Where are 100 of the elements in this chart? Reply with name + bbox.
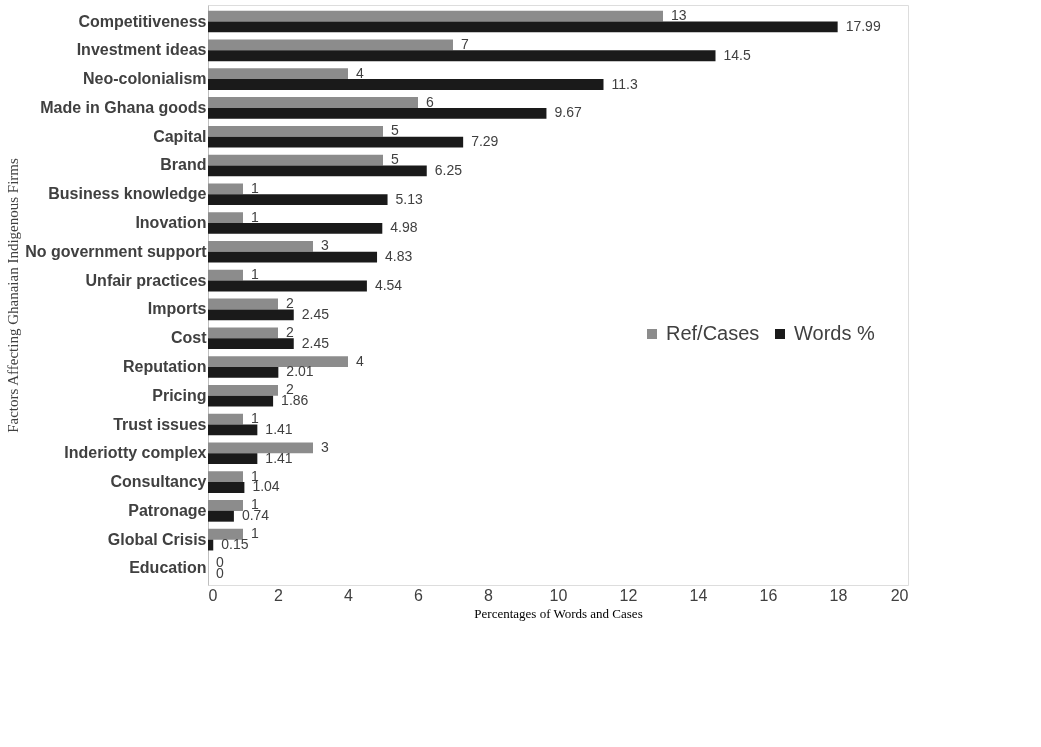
data-label: 14.5 [723, 46, 751, 63]
y-tick-label: Consultancy [110, 473, 207, 491]
bar [208, 97, 418, 108]
bar [208, 298, 278, 310]
y-tick-label: Capital [153, 127, 207, 145]
x-tick-label: 12 [619, 586, 638, 604]
data-label: 1 [251, 266, 259, 283]
y-tick-label: Trust issues [113, 415, 207, 433]
x-axis-title: Percentages of Words and Cases [474, 605, 643, 621]
data-label: 3 [321, 438, 329, 455]
data-label: 6 [426, 93, 434, 110]
y-axis-title: Factors Affecting Ghanaian Indigenous Firms [5, 158, 22, 433]
legend-label: Words % [794, 322, 875, 344]
data-label: 5 [391, 151, 399, 168]
bar [208, 223, 383, 234]
data-label: 5 [391, 122, 399, 139]
bar [208, 482, 245, 493]
x-tick-label: 4 [344, 586, 354, 604]
bar [208, 251, 378, 263]
y-tick-label: Imports [147, 300, 207, 318]
x-tick-label: 20 [890, 586, 909, 604]
y-tick-label: Patronage [128, 501, 207, 519]
y-tick-label: Neo-colonialism [82, 70, 207, 88]
y-tick-label: Brand [160, 156, 207, 174]
bar [208, 154, 383, 166]
bar [208, 107, 547, 119]
data-label: 1 [251, 496, 259, 513]
data-label: 17.99 [845, 17, 881, 34]
x-tick-label: 14 [689, 586, 708, 604]
y-tick-label: Global Crisis [107, 530, 207, 548]
bar [208, 269, 243, 281]
bar [208, 510, 234, 522]
bar [208, 212, 243, 224]
x-tick-label: 16 [759, 586, 778, 604]
data-label: 13 [671, 7, 687, 24]
data-label: 2.45 [301, 334, 330, 351]
x-tick-label: 0 [208, 586, 218, 604]
y-tick-label: Inderiotty complex [64, 444, 207, 462]
bar [208, 125, 383, 137]
data-label: 2.45 [301, 305, 330, 322]
bar [208, 327, 278, 339]
data-label: 7.29 [471, 133, 499, 150]
bar [208, 471, 243, 483]
bar [208, 528, 243, 540]
data-label: 0.15 [221, 536, 249, 553]
x-tick-label: 10 [549, 586, 568, 604]
data-label: 9.67 [554, 104, 582, 121]
data-label: 4 [356, 64, 364, 81]
bar [208, 500, 243, 511]
y-tick-label: Reputation [122, 357, 207, 375]
y-tick-label: No government support [25, 242, 208, 260]
data-label: 4.98 [390, 219, 418, 236]
x-tick-label: 2 [274, 586, 284, 604]
data-label: 3 [321, 237, 329, 254]
bar [208, 165, 427, 177]
legend-label: Ref/Cases [666, 322, 760, 344]
data-label: 6.25 [434, 161, 463, 178]
bar [208, 424, 258, 436]
bar [208, 68, 348, 80]
bar [208, 442, 313, 454]
data-label: 2 [286, 295, 294, 311]
bar [208, 10, 663, 22]
y-tick-label: Investment ideas [76, 41, 207, 59]
x-tick-label: 8 [484, 586, 494, 604]
bar [208, 21, 838, 33]
y-tick-label: Made in Ghana goods [40, 98, 207, 116]
x-tick-label: 6 [414, 586, 424, 604]
bar [208, 50, 716, 62]
bar [208, 79, 604, 90]
data-label: 4.54 [374, 277, 403, 293]
y-tick-label: Competitiveness [78, 12, 207, 30]
bar [208, 136, 464, 148]
data-label: 1 [251, 208, 259, 225]
data-label: 1 [251, 179, 259, 196]
y-tick-label: Inovation [135, 214, 207, 232]
data-label: 11.3 [611, 75, 638, 92]
bar [208, 356, 348, 367]
data-label: 1 [251, 525, 259, 542]
bar [208, 241, 313, 252]
bar [208, 338, 294, 349]
bar [208, 39, 453, 51]
bar [208, 384, 278, 396]
bar [208, 309, 294, 321]
data-label: 1 [251, 410, 259, 427]
bar [208, 194, 388, 206]
data-label: 4.83 [385, 248, 413, 265]
y-tick-label: Pricing [152, 386, 207, 404]
y-tick-label: Unfair practices [85, 271, 207, 289]
bar [208, 413, 243, 425]
y-tick-label: Cost [170, 329, 208, 347]
y-tick-label: Education [129, 559, 207, 577]
data-label: 2 [286, 381, 294, 398]
data-label: 1.41 [265, 420, 293, 437]
bar [208, 183, 243, 195]
x-tick-label: 18 [829, 586, 848, 604]
data-label: 7 [461, 35, 469, 52]
data-label: 5.13 [395, 190, 424, 207]
bar [208, 453, 258, 465]
bar [208, 395, 274, 407]
bar [208, 366, 279, 378]
